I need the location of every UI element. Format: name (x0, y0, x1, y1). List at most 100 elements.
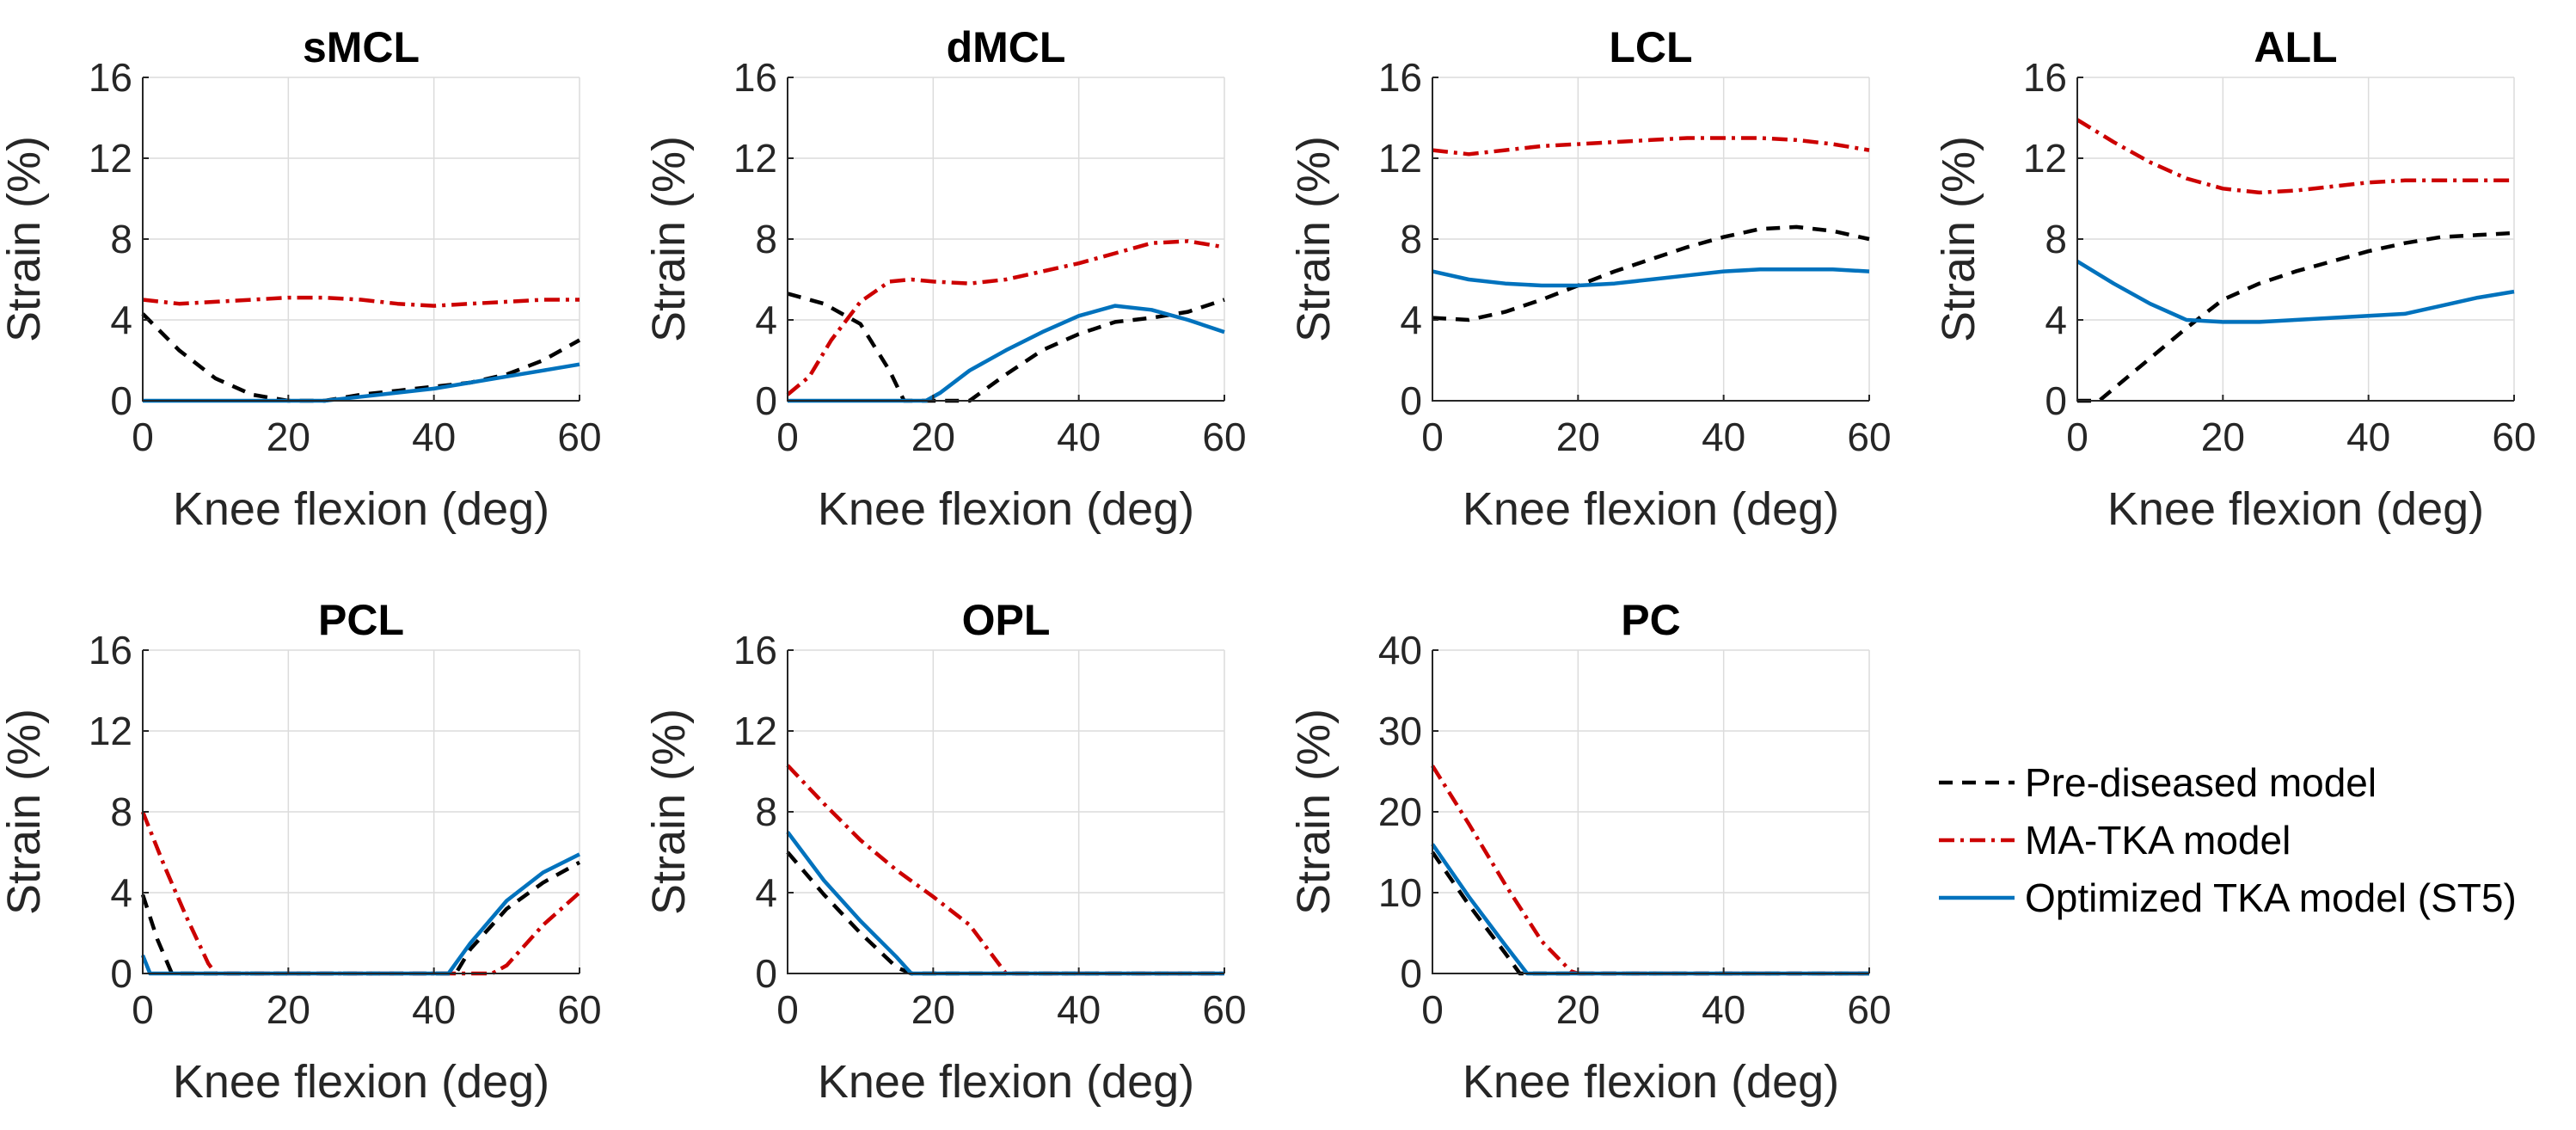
series-ma-tka-model-line (142, 295, 580, 308)
x-axis-label: Knee flexion (deg) (1463, 483, 1839, 535)
x-tick-label: 20 (1556, 987, 1600, 1032)
panel-pc: 0 20 40 60 0 10 20 30 40 PC Knee flexion (deg) Stra… (1288, 596, 1892, 1108)
y-tick-label: 0 (110, 951, 132, 996)
x-tick-label: 0 (132, 415, 154, 459)
y-tick-label: 0 (1400, 378, 1422, 423)
x-axis-label: Knee flexion (deg) (818, 483, 1194, 535)
y-axis-label: Strain (%) (1933, 136, 1984, 342)
y-axis-label: Strain (%) (1288, 709, 1340, 915)
y-tick-label: 16 (2023, 55, 2067, 100)
x-tick-label: 20 (267, 415, 310, 459)
panel-all: 0 20 40 60 0 4 8 12 16 ALL Knee flexion (deg) Strai… (1933, 23, 2536, 535)
legend: Pre-diseased model MA-TKA model Optimized … (1939, 760, 2517, 920)
series-optimized-tka-model-st5-line (1432, 267, 1870, 288)
y-tick-label: 8 (1400, 217, 1422, 261)
series-ma-tka-model-line (2076, 118, 2514, 195)
series-pre-diseased-model-line (140, 860, 581, 976)
x-tick-label: 40 (1702, 987, 1745, 1032)
y-tick-label: 12 (2023, 136, 2067, 181)
y-tick-label: 16 (1378, 55, 1422, 100)
y-tick-label: 4 (755, 298, 777, 342)
y-tick-label: 4 (110, 298, 132, 342)
y-tick-label: 16 (89, 628, 132, 672)
x-tick-label: 60 (1202, 415, 1246, 459)
y-tick-label: 4 (1400, 298, 1422, 342)
y-tick-label: 12 (89, 709, 132, 753)
y-axis-label: Strain (%) (0, 709, 50, 915)
x-tick-label: 40 (2346, 415, 2390, 459)
x-tick-label: 20 (2201, 415, 2245, 459)
y-tick-label: 4 (755, 870, 777, 915)
y-tick-label: 0 (1400, 951, 1422, 996)
y-tick-label: 0 (2045, 378, 2067, 423)
y-tick-label: 16 (89, 55, 132, 100)
x-axis-label: Knee flexion (deg) (1463, 1056, 1839, 1108)
legend-entry-pre-diseased-model: Pre-diseased model (1939, 760, 2377, 805)
series-pre-diseased-model-line (1432, 224, 1870, 322)
x-tick-label: 0 (132, 987, 154, 1032)
y-tick-label: 8 (755, 217, 777, 261)
legend-label: Optimized TKA model (ST5) (2025, 875, 2517, 920)
y-axis-label: Strain (%) (643, 136, 695, 342)
x-tick-label: 0 (776, 415, 799, 459)
series-pre-diseased-model-line (141, 312, 581, 403)
x-tick-label: 40 (412, 415, 456, 459)
x-axis-label: Knee flexion (deg) (2107, 483, 2484, 535)
y-tick-label: 30 (1378, 709, 1422, 753)
y-tick-label: 12 (733, 136, 777, 181)
series-pre-diseased-model-line (2077, 230, 2515, 403)
panel-dmcl: 0 20 40 60 0 4 8 12 16 dMCL Knee flexion (deg) Stra… (643, 23, 1247, 535)
y-tick-label: 12 (733, 709, 777, 753)
x-tick-label: 40 (1702, 415, 1745, 459)
panel-title: OPL (962, 596, 1051, 644)
x-tick-label: 60 (1847, 415, 1891, 459)
panel-opl: 0 20 40 60 0 4 8 12 16 OPL Knee flexion (deg) Strai… (643, 596, 1247, 1108)
y-tick-label: 8 (2045, 217, 2067, 261)
y-tick-label: 8 (110, 789, 132, 834)
legend-entry-optimized-tka-model-st5: Optimized TKA model (ST5) (1939, 875, 2517, 920)
x-tick-label: 60 (557, 415, 601, 459)
x-tick-label: 60 (557, 987, 601, 1032)
x-axis-label: Knee flexion (deg) (818, 1056, 1194, 1108)
y-axis-label: Strain (%) (0, 136, 50, 342)
series-pre-diseased-model-line (787, 292, 1225, 403)
legend-label: Pre-diseased model (2025, 760, 2377, 805)
y-tick-label: 8 (755, 789, 777, 834)
x-tick-label: 40 (1057, 415, 1101, 459)
x-axis-label: Knee flexion (deg) (173, 483, 549, 535)
x-tick-label: 20 (911, 987, 955, 1032)
series-optimized-tka-model-st5-line (1431, 843, 1869, 976)
y-tick-label: 12 (89, 136, 132, 181)
x-tick-label: 0 (2066, 415, 2088, 459)
panel-title: LCL (1609, 23, 1692, 71)
y-tick-label: 10 (1378, 870, 1422, 915)
x-tick-label: 20 (267, 987, 310, 1032)
panel-lcl: 0 20 40 60 0 4 8 12 16 LCL Knee flexion (deg) Strai… (1288, 23, 1892, 535)
series-ma-tka-model-line (786, 764, 1224, 976)
x-tick-label: 60 (1202, 987, 1246, 1032)
series-optimized-tka-model-st5-line (140, 852, 581, 976)
legend-entry-ma-tka-model: MA-TKA model (1939, 818, 2291, 863)
x-tick-label: 60 (2492, 415, 2536, 459)
x-tick-label: 0 (1421, 987, 1444, 1032)
panel-title: sMCL (303, 23, 420, 71)
y-tick-label: 8 (110, 217, 132, 261)
legend-label: MA-TKA model (2025, 818, 2291, 863)
y-axis-label: Strain (%) (1288, 136, 1340, 342)
x-tick-label: 60 (1847, 987, 1891, 1032)
y-tick-label: 0 (755, 951, 777, 996)
panel-title: dMCL (947, 23, 1066, 71)
series-ma-tka-model-line (1431, 765, 1869, 976)
y-tick-label: 20 (1378, 789, 1422, 834)
panel-pcl: 0 20 40 60 0 4 8 12 16 PCL Knee flexion (deg) Strai… (0, 596, 602, 1108)
x-tick-label: 0 (776, 987, 799, 1032)
series-ma-tka-model-line (786, 239, 1225, 396)
y-tick-label: 0 (755, 378, 777, 423)
panel-title: PCL (318, 596, 404, 644)
y-tick-label: 0 (110, 378, 132, 423)
y-tick-label: 12 (1378, 136, 1422, 181)
y-tick-label: 4 (110, 870, 132, 915)
x-tick-label: 20 (1556, 415, 1600, 459)
panel-title: PC (1621, 596, 1680, 644)
